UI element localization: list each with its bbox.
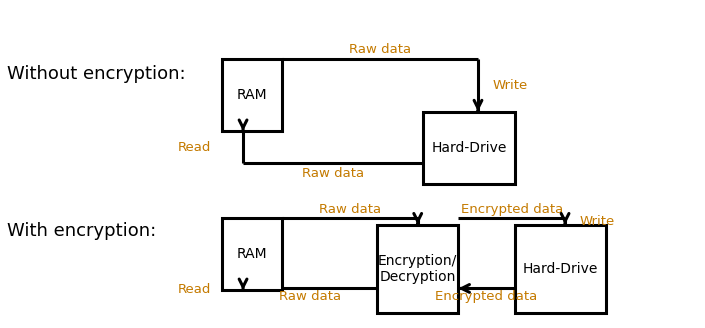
Bar (515, 225, 606, 313)
Text: Raw data: Raw data (319, 203, 381, 216)
Text: With encryption:: With encryption: (7, 222, 157, 240)
Text: Hard-Drive: Hard-Drive (431, 141, 506, 154)
Text: Raw data: Raw data (349, 43, 411, 56)
Text: Encryption/
Decryption: Encryption/ Decryption (378, 254, 458, 284)
Text: Raw data: Raw data (279, 290, 341, 303)
Bar (423, 112, 515, 184)
Text: Write: Write (492, 79, 527, 92)
Bar (222, 59, 282, 131)
Text: Without encryption:: Without encryption: (7, 65, 185, 83)
Text: RAM: RAM (237, 88, 267, 102)
Bar (222, 218, 282, 290)
Text: Write: Write (580, 215, 615, 228)
Text: Hard-Drive: Hard-Drive (523, 262, 598, 276)
Text: Encrypted data: Encrypted data (435, 290, 538, 303)
Bar (377, 225, 458, 313)
Text: Raw data: Raw data (302, 167, 364, 180)
Text: RAM: RAM (237, 247, 267, 261)
Text: Encrypted data: Encrypted data (460, 203, 563, 216)
Text: Read: Read (178, 283, 212, 296)
Text: Read: Read (178, 141, 212, 154)
